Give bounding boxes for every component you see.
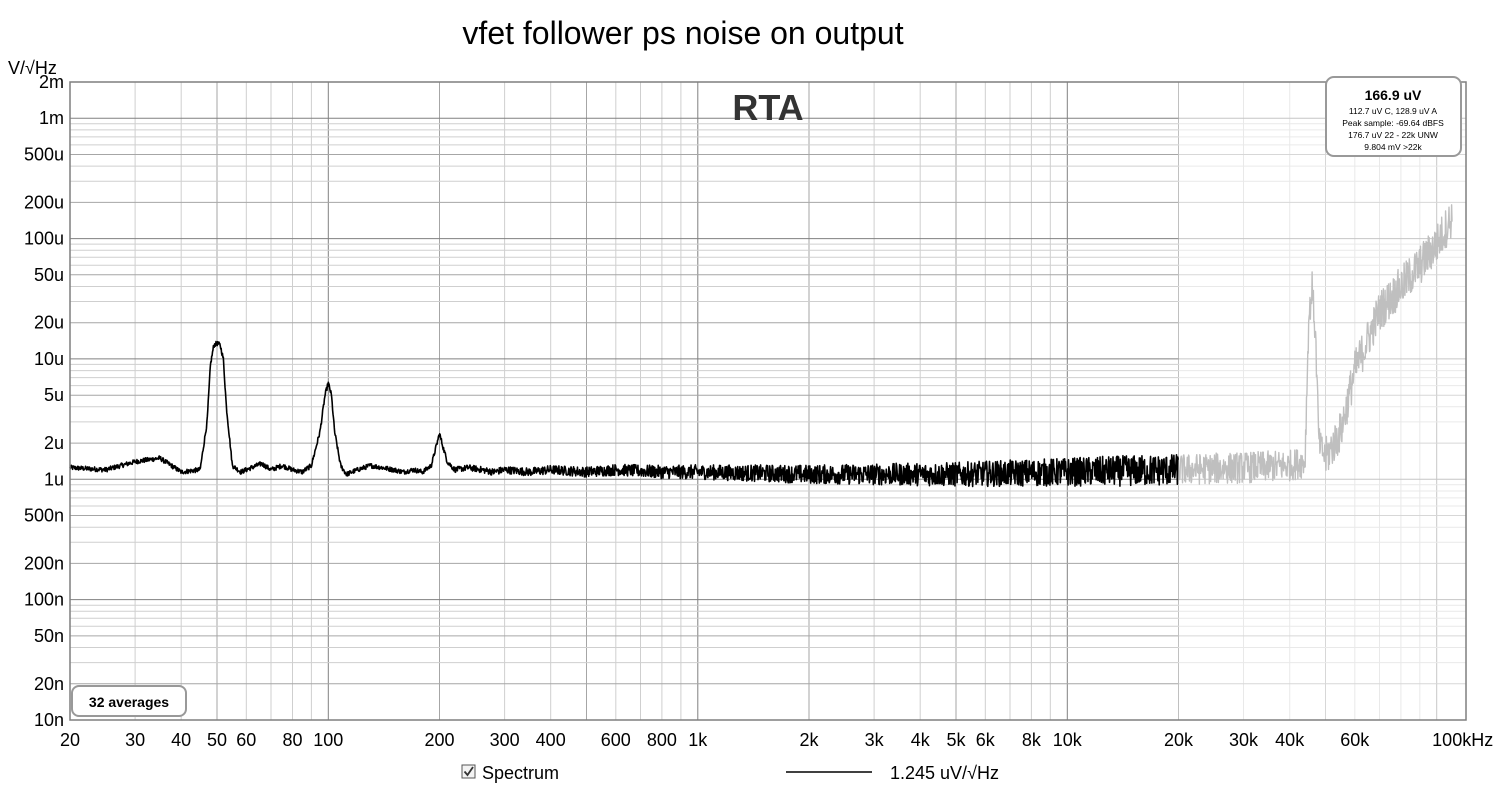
info-line-above-22k: 9.804 mV >22k — [1364, 142, 1422, 152]
x-tick-label: 400 — [536, 730, 566, 750]
x-tick-label: 30k — [1229, 730, 1259, 750]
x-tick-label: 600 — [601, 730, 631, 750]
legend-value-label: 1.245 uV/√Hz — [890, 763, 999, 783]
y-tick-label: 5u — [44, 385, 64, 405]
y-tick-label: 500u — [24, 145, 64, 165]
y-tick-label: 1m — [39, 108, 64, 128]
y-tick-label: 10n — [34, 710, 64, 730]
info-line-unweighted: 176.7 uV 22 - 22k UNW — [1348, 130, 1438, 140]
x-tick-label: 300 — [490, 730, 520, 750]
plot-frame — [69, 81, 1467, 721]
x-tick-label: 2k — [799, 730, 819, 750]
x-tick-label: 100kHz — [1432, 730, 1493, 750]
legend-spectrum-label: Spectrum — [482, 763, 559, 783]
x-tick-label: 6k — [976, 730, 996, 750]
y-tick-label: 50n — [34, 626, 64, 646]
series-line-out-of-band — [1177, 204, 1453, 485]
y-tick-label: 200u — [24, 192, 64, 212]
info-box: 166.9 uV 112.7 uV C, 128.9 uV A Peak sam… — [1325, 76, 1462, 157]
y-tick-label: 2u — [44, 433, 64, 453]
averages-frame — [71, 685, 187, 717]
info-main-value: 166.9 uV — [1365, 87, 1422, 103]
x-tick-label: 50 — [207, 730, 227, 750]
out-of-band-region — [1178, 82, 1466, 720]
x-tick-label: 40k — [1275, 730, 1305, 750]
series-group — [69, 204, 1453, 488]
x-tick-label: 8k — [1022, 730, 1042, 750]
chart-title: vfet follower ps noise on output — [462, 15, 903, 51]
info-line-weighted: 112.7 uV C, 128.9 uV A — [1349, 106, 1438, 116]
y-tick-label: 100n — [24, 590, 64, 610]
y-tick-label: 50u — [34, 265, 64, 285]
x-tick-label: 40 — [171, 730, 191, 750]
x-tick-label: 60k — [1340, 730, 1370, 750]
y-tick-label: 1u — [44, 469, 64, 489]
x-tick-label: 3k — [865, 730, 885, 750]
x-tick-label: 10k — [1053, 730, 1083, 750]
info-box-frame — [1325, 76, 1462, 157]
x-tick-label: 4k — [911, 730, 931, 750]
x-tick-label: 80 — [282, 730, 302, 750]
x-tick-label: 20k — [1164, 730, 1194, 750]
legend-spectrum-checkbox[interactable] — [461, 764, 476, 779]
x-tick-label: 800 — [647, 730, 677, 750]
y-tick-label: 10u — [34, 349, 64, 369]
y-tick-label: 500n — [24, 506, 64, 526]
legend: Spectrum 1.245 uV/√Hz — [461, 763, 999, 783]
x-tick-label: 5k — [946, 730, 966, 750]
x-tick-label: 1k — [688, 730, 708, 750]
y-tick-label: 20n — [34, 674, 64, 694]
x-tick-label: 30 — [125, 730, 145, 750]
x-tick-label: 100 — [313, 730, 343, 750]
series-line-spectrum — [69, 340, 1180, 488]
check-icon — [463, 766, 474, 777]
rta-label: RTA — [732, 87, 803, 128]
averages-box: 32 averages — [71, 685, 187, 717]
y-tick-labels: 2m 1m 500u 200u 100u 50u 20u 10u 5u 2u 1u 500n 200n 1… — [24, 72, 64, 730]
y-tick-label: 20u — [34, 313, 64, 333]
info-line-peak: Peak sample: -69.64 dBFS — [1342, 118, 1444, 128]
x-tick-label: 200 — [424, 730, 454, 750]
y-axis-unit: V/√Hz — [8, 58, 57, 78]
y-tick-label: 200n — [24, 553, 64, 573]
checkbox-box[interactable] — [461, 764, 476, 779]
averages-label: 32 averages — [89, 694, 169, 710]
y-tick-label: 2m — [39, 72, 64, 92]
x-tick-label: 20 — [60, 730, 80, 750]
y-tick-label: 100u — [24, 229, 64, 249]
x-tick-labels: 20 30 40 50 60 80 100 200 300 400 600 800 1k 2k 3k 4k 5k… — [60, 730, 1493, 750]
x-tick-label: 60 — [236, 730, 256, 750]
